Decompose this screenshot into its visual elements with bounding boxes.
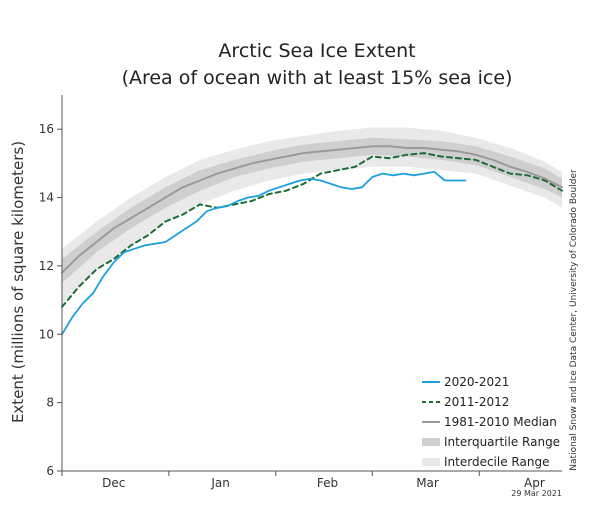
- series-line-1981-2010-median: [61, 145, 563, 274]
- chart-subtitle: (Area of ocean with at least 15% sea ice…: [122, 67, 513, 89]
- axes: 6 8 10 12 14 16 Dec Jan Feb Mar Apr: [39, 95, 562, 490]
- chart-title: Arctic Sea Ice Extent: [218, 40, 415, 62]
- legend-label-2020-2021: 2020-2021: [444, 375, 509, 389]
- x-tick-label-mar: Mar: [416, 476, 439, 490]
- legend-swatch-interquartile-range: [422, 438, 440, 446]
- date-label: 29 Mar 2021: [511, 489, 562, 498]
- band-interquartile-range: [62, 137, 562, 283]
- band-interdecile-range: [62, 127, 562, 304]
- credit-text: National Snow and Ice Data Center, Unive…: [569, 169, 579, 471]
- legend-swatch-interdecile-range: [422, 458, 440, 466]
- x-tick-label-apr: Apr: [524, 476, 545, 490]
- legend: 2020-2021 2011-2012 1981-2010 Median Interq…: [422, 375, 560, 469]
- x-tick-label-dec: Dec: [102, 476, 125, 490]
- legend-label-1981-2010-median: 1981-2010 Median: [444, 415, 557, 429]
- y-tick-label-12: 12: [39, 259, 54, 273]
- y-tick-label-10: 10: [39, 327, 54, 341]
- y-tick-label-8: 8: [46, 396, 54, 410]
- x-tick-label-jan: Jan: [210, 476, 230, 490]
- y-tick-label-14: 14: [39, 191, 54, 205]
- y-tick-label-6: 6: [46, 464, 54, 478]
- legend-label-2011-2012: 2011-2012: [444, 395, 509, 409]
- range-bands: [62, 127, 562, 304]
- legend-label-interdecile-range: Interdecile Range: [444, 455, 549, 469]
- y-tick-label-16: 16: [39, 122, 54, 136]
- legend-label-interquartile-range: Interquartile Range: [444, 435, 560, 449]
- x-tick-label-feb: Feb: [317, 476, 338, 490]
- series-line-2020-2021: [61, 170, 467, 336]
- series-lines: [61, 145, 563, 336]
- y-axis-label: Extent (millions of square kilometers): [9, 141, 27, 423]
